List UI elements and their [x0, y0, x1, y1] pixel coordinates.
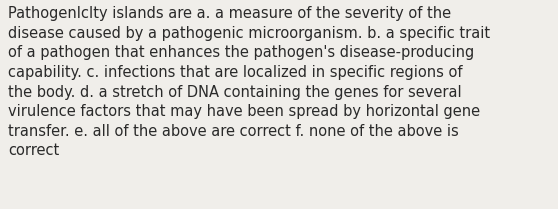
Text: PathogenIcIty islands are a. a measure of the severity of the
disease caused by : PathogenIcIty islands are a. a measure o…: [8, 6, 490, 158]
